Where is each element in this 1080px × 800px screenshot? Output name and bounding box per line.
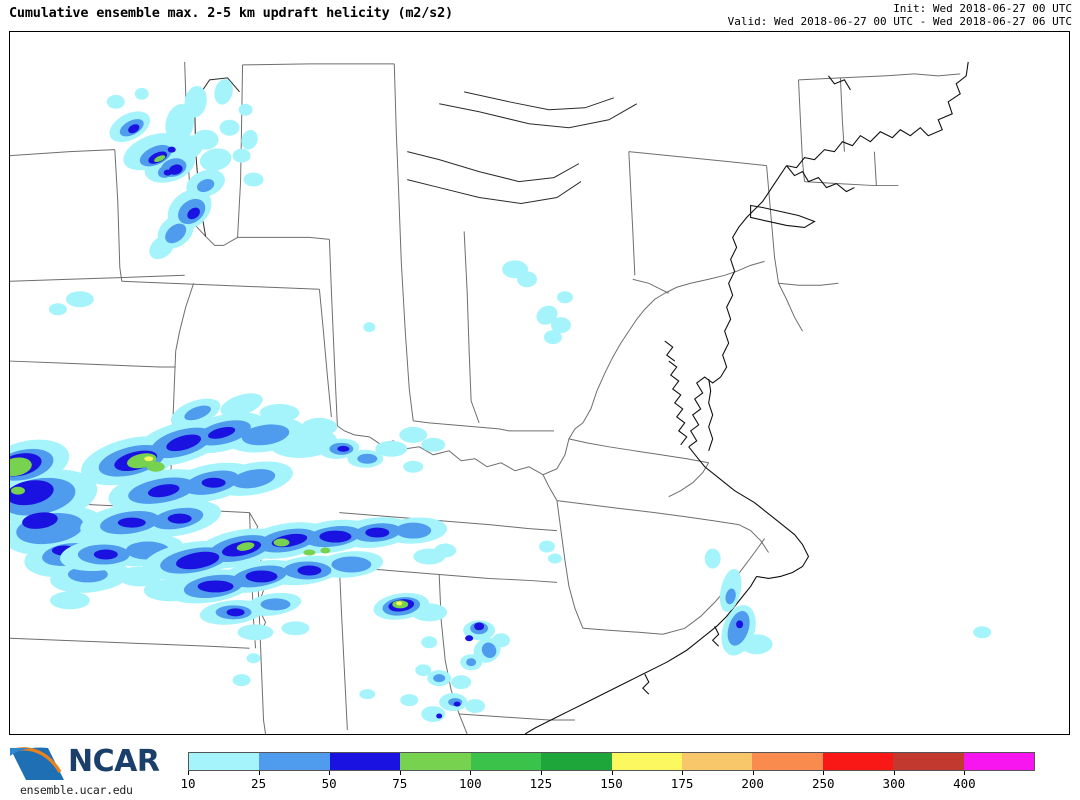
ncar-logo-mark <box>10 747 64 780</box>
colorbar-swatch-175 <box>681 753 753 770</box>
colorbar-tick-100: 100 <box>459 776 482 791</box>
coastline-layer <box>524 61 969 734</box>
map-canvas <box>10 61 992 734</box>
colorbar-swatches <box>188 752 1035 771</box>
colorbar-swatch-150 <box>611 753 682 770</box>
helicity-cell-carolina-coast <box>704 548 992 656</box>
colorbar-tick-200: 200 <box>741 776 764 791</box>
colorbar-swatch-250 <box>822 753 894 770</box>
colorbar-swatch-75 <box>400 753 471 770</box>
tickmark <box>752 771 754 775</box>
page-title: Cumulative ensemble max. 2-5 km updraft … <box>9 5 453 21</box>
colorbar-tick-150: 150 <box>600 776 623 791</box>
ncar-url: ensemble.ucar.edu <box>20 783 133 797</box>
helicity-cells-ohio-valley <box>48 260 573 564</box>
colorbar-swatch-300 <box>893 753 964 770</box>
tickmark <box>682 771 684 775</box>
tickmark <box>893 771 895 775</box>
tickmark <box>611 771 613 775</box>
colorbar[interactable] <box>188 752 1035 771</box>
state-borders-layer <box>10 61 961 734</box>
tickmark <box>470 771 472 775</box>
colorbar-swatch-400 <box>963 753 1035 770</box>
colorbar-swatch-25 <box>259 753 330 770</box>
colorbar-tick-75: 75 <box>392 776 408 791</box>
tickmark <box>823 771 825 775</box>
tickmark <box>188 771 189 775</box>
tickmark <box>964 771 966 775</box>
colorbar-tick-50: 50 <box>321 776 337 791</box>
colorbar-tick-250: 250 <box>811 776 835 791</box>
ncar-wordmark: NCAR <box>68 744 160 779</box>
map-panel[interactable] <box>9 31 1070 735</box>
tickmark <box>399 771 401 775</box>
colorbar-tick-400: 400 <box>953 776 976 791</box>
ncar-logo[interactable]: NCAR ensemble.ucar.edu <box>6 742 176 797</box>
tickmark <box>258 771 260 775</box>
helicity-cells-georgia <box>232 620 511 723</box>
colorbar-swatch-200 <box>752 753 823 770</box>
colorbar-tick-25: 25 <box>251 776 267 791</box>
helicity-cluster-wisconsin <box>106 79 264 260</box>
colorbar-swatch-10 <box>189 753 260 770</box>
colorbar-tick-10: 10 <box>180 776 196 791</box>
colorbar-tick-125: 125 <box>529 776 553 791</box>
helicity-swath-tennessee-valley <box>117 517 448 641</box>
colorbar-swatch-125 <box>541 753 612 770</box>
tickmark <box>329 771 331 775</box>
helicity-swath-missouri-illinois <box>49 393 457 610</box>
valid-time: Valid: Wed 2018-06-27 00 UTC - Wed 2018-… <box>727 14 1072 28</box>
colorbar-swatch-100 <box>470 753 542 770</box>
colorbar-tick-175: 175 <box>670 776 694 791</box>
timestamp-block: Init: Wed 2018-06-27 00 UTC Valid: Wed 2… <box>727 2 1072 28</box>
colorbar-tick-300: 300 <box>882 776 906 791</box>
init-time: Init: Wed 2018-06-27 00 UTC <box>893 2 1072 15</box>
helicity-cell-north-alabama <box>373 592 448 622</box>
colorbar-swatch-50 <box>329 753 401 770</box>
colorbar-ticks: 10 25 50 75 100 125 150 175 200 250 300 400 <box>0 771 1080 793</box>
tickmark <box>540 771 542 775</box>
